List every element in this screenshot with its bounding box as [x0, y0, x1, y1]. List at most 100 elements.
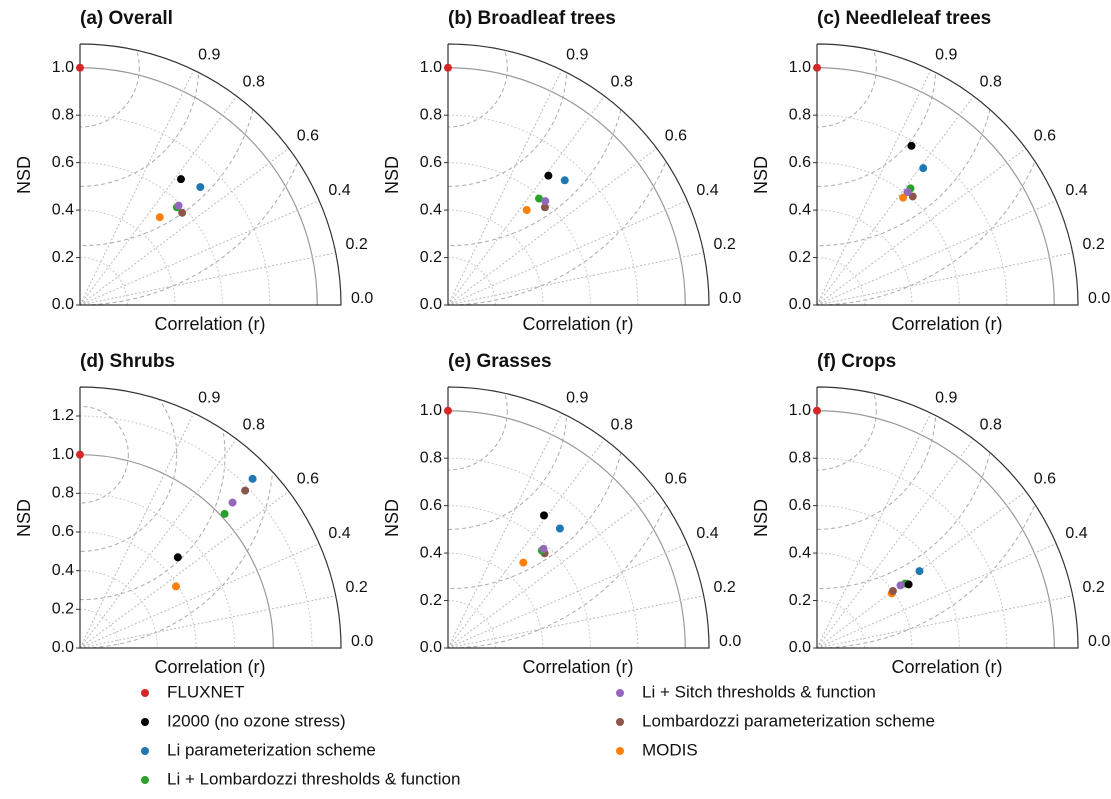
data-point	[196, 183, 205, 192]
data-point	[560, 176, 569, 185]
corr-ray	[447, 543, 688, 649]
corr-tick-label: 0.2	[346, 236, 368, 253]
y-tick-label: 0.8	[789, 106, 811, 123]
grid-arc	[447, 600, 496, 649]
data-point	[904, 580, 913, 589]
axis-frame	[816, 43, 1079, 306]
corr-tick-label: 0.9	[566, 46, 588, 63]
y-tick-label: 0.0	[420, 639, 442, 656]
y-tick-label: 1.0	[420, 59, 442, 76]
grid-arc	[79, 454, 274, 649]
corr-ray	[79, 147, 290, 306]
corr-ray	[816, 438, 974, 649]
y-tick-label: 0.6	[52, 154, 74, 171]
corr-tick-label: 0.9	[935, 46, 957, 63]
grid-arc	[447, 257, 496, 306]
legend-marker	[141, 776, 149, 784]
data-point	[174, 201, 183, 210]
data-point	[519, 558, 528, 567]
y-tick-label: 0.2	[52, 601, 74, 618]
grid-arc	[447, 552, 544, 649]
data-point	[544, 171, 553, 180]
corr-tick-label: 0.0	[351, 290, 373, 307]
corr-ray	[447, 95, 605, 306]
axis-frame	[79, 386, 342, 649]
y-tick-label: 0.2	[789, 592, 811, 609]
corr-ray	[79, 252, 336, 306]
y-tick-label: 1.0	[789, 59, 811, 76]
legend-marker	[616, 747, 624, 755]
corr-ray	[447, 69, 563, 306]
x-axis-label: Correlation (r)	[522, 314, 633, 334]
y-tick-label: 0.0	[789, 296, 811, 313]
y-tick-label: 0.6	[420, 497, 442, 514]
corr-tick-label: 0.4	[696, 525, 718, 542]
data-point	[541, 197, 550, 206]
y-tick-label: 0.2	[420, 249, 442, 266]
rms-arc	[80, 405, 129, 504]
grid-arc	[816, 600, 865, 649]
x-axis-label: Correlation (r)	[891, 657, 1002, 677]
corr-ray	[816, 490, 1027, 649]
data-point	[540, 511, 549, 520]
y-tick-label: 0.6	[789, 154, 811, 171]
y-tick-label: 0.6	[420, 154, 442, 171]
corr-tick-label: 0.2	[1083, 579, 1105, 596]
corr-ray	[79, 490, 290, 649]
data-point	[896, 581, 905, 590]
y-tick-label: 0.4	[420, 201, 442, 218]
data-point	[248, 474, 257, 483]
panel-title: (f) Crops	[817, 351, 896, 372]
legend-label: Li + Lombardozzi thresholds & function	[167, 769, 460, 788]
rms-arc	[80, 44, 140, 128]
corr-ray	[816, 595, 1073, 649]
data-point	[534, 194, 543, 203]
corr-tick-label: 0.4	[1065, 182, 1087, 199]
data-point	[540, 203, 549, 212]
corr-tick-label: 0.6	[1034, 128, 1056, 145]
grid-arc	[79, 570, 158, 649]
panel-title: (c) Needleleaf trees	[817, 8, 991, 29]
y-tick-label: 1.2	[52, 407, 74, 424]
data-point	[919, 164, 928, 173]
corr-ray	[816, 412, 932, 649]
y-tick-label: 0.2	[789, 249, 811, 266]
legend-label: FLUXNET	[167, 682, 244, 701]
corr-tick-label: 0.8	[980, 73, 1002, 90]
corr-ray	[79, 595, 336, 649]
grid-arc	[447, 114, 639, 306]
data-point	[444, 406, 452, 415]
corr-tick-label: 0.0	[719, 290, 741, 307]
grid-arc	[447, 67, 686, 306]
y-axis-label: NSD	[751, 156, 771, 194]
corr-ray	[79, 69, 195, 306]
grid-arc	[79, 608, 120, 649]
x-axis-label: Correlation (r)	[891, 314, 1002, 334]
x-axis-label: Correlation (r)	[154, 657, 265, 677]
grid-arc	[79, 415, 313, 649]
y-axis-label: NSD	[382, 499, 402, 537]
corr-tick-label: 0.6	[665, 471, 687, 488]
corr-ray	[79, 438, 238, 649]
corr-tick-label: 0.0	[1088, 633, 1110, 650]
y-tick-label: 0.4	[52, 201, 74, 218]
corr-tick-label: 0.4	[328, 525, 350, 542]
y-tick-label: 0.0	[420, 296, 442, 313]
axis-frame	[447, 43, 710, 306]
y-tick-label: 0.0	[52, 639, 74, 656]
y-tick-label: 1.0	[52, 59, 74, 76]
corr-tick-label: 0.2	[1083, 236, 1105, 253]
corr-ray	[447, 595, 704, 649]
y-tick-label: 1.0	[789, 402, 811, 419]
corr-tick-label: 0.2	[714, 579, 736, 596]
corr-ray	[79, 200, 320, 306]
data-point	[228, 498, 237, 507]
grid-arc	[447, 410, 686, 649]
data-point	[178, 208, 187, 217]
grid-arc	[447, 457, 639, 649]
grid-arc	[79, 162, 223, 306]
y-tick-label: 0.8	[420, 106, 442, 123]
grid-arc	[447, 162, 591, 306]
corr-ray	[816, 95, 974, 306]
